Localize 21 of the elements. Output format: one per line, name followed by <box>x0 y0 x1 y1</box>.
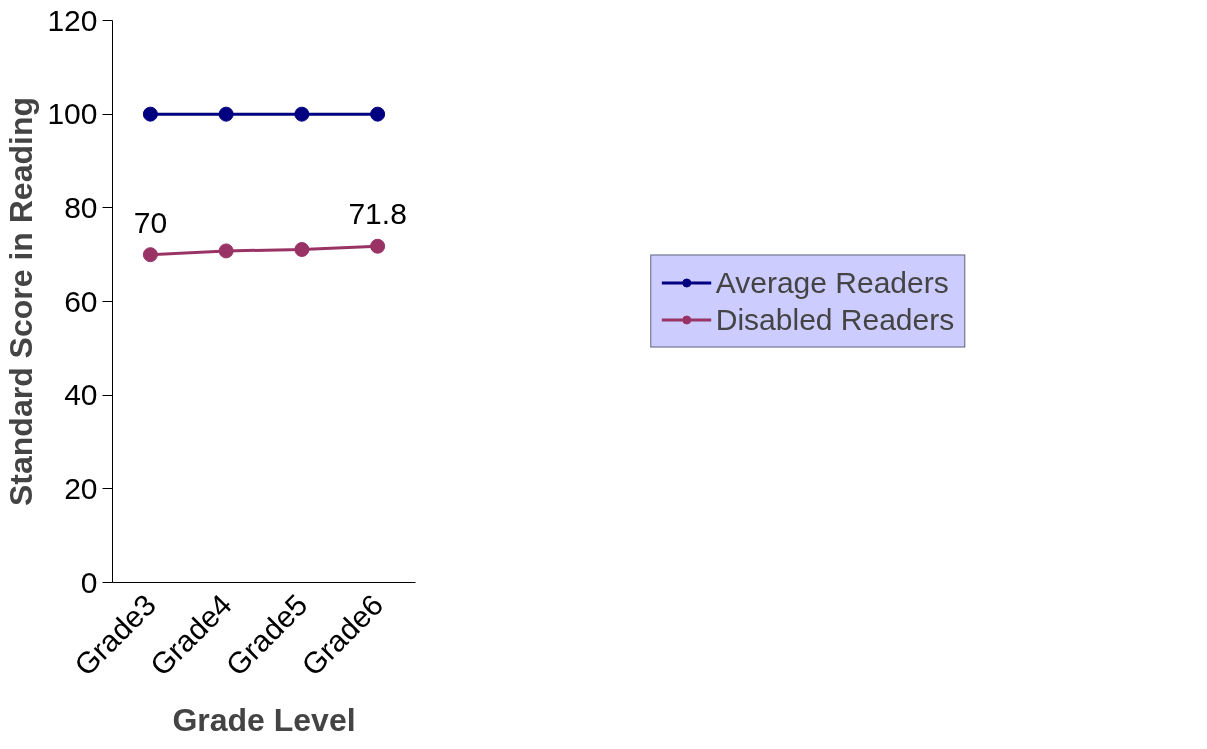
point <box>218 106 234 122</box>
point <box>218 243 234 259</box>
data-label: 70 <box>133 205 168 239</box>
point <box>294 242 310 257</box>
point <box>142 247 158 263</box>
point <box>370 238 386 254</box>
point <box>294 106 310 122</box>
x-axis-title: Grade Level <box>172 701 356 738</box>
y-tick-label: 20 <box>64 471 98 505</box>
point <box>370 106 386 122</box>
point <box>142 106 158 122</box>
y-tick-label: 100 <box>47 97 98 131</box>
legend-label: Disabled Readers <box>715 302 955 337</box>
y-tick-label: 0 <box>80 565 98 599</box>
data-label: 71.8 <box>348 197 407 231</box>
y-tick-label: 40 <box>64 378 98 412</box>
y-axis-title: Standard Score in Reading <box>3 97 40 506</box>
y-tick-label: 80 <box>64 190 98 224</box>
legend-label: Average Readers <box>715 265 949 300</box>
y-tick-label: 120 <box>47 3 98 37</box>
y-tick-label: 60 <box>64 284 98 318</box>
